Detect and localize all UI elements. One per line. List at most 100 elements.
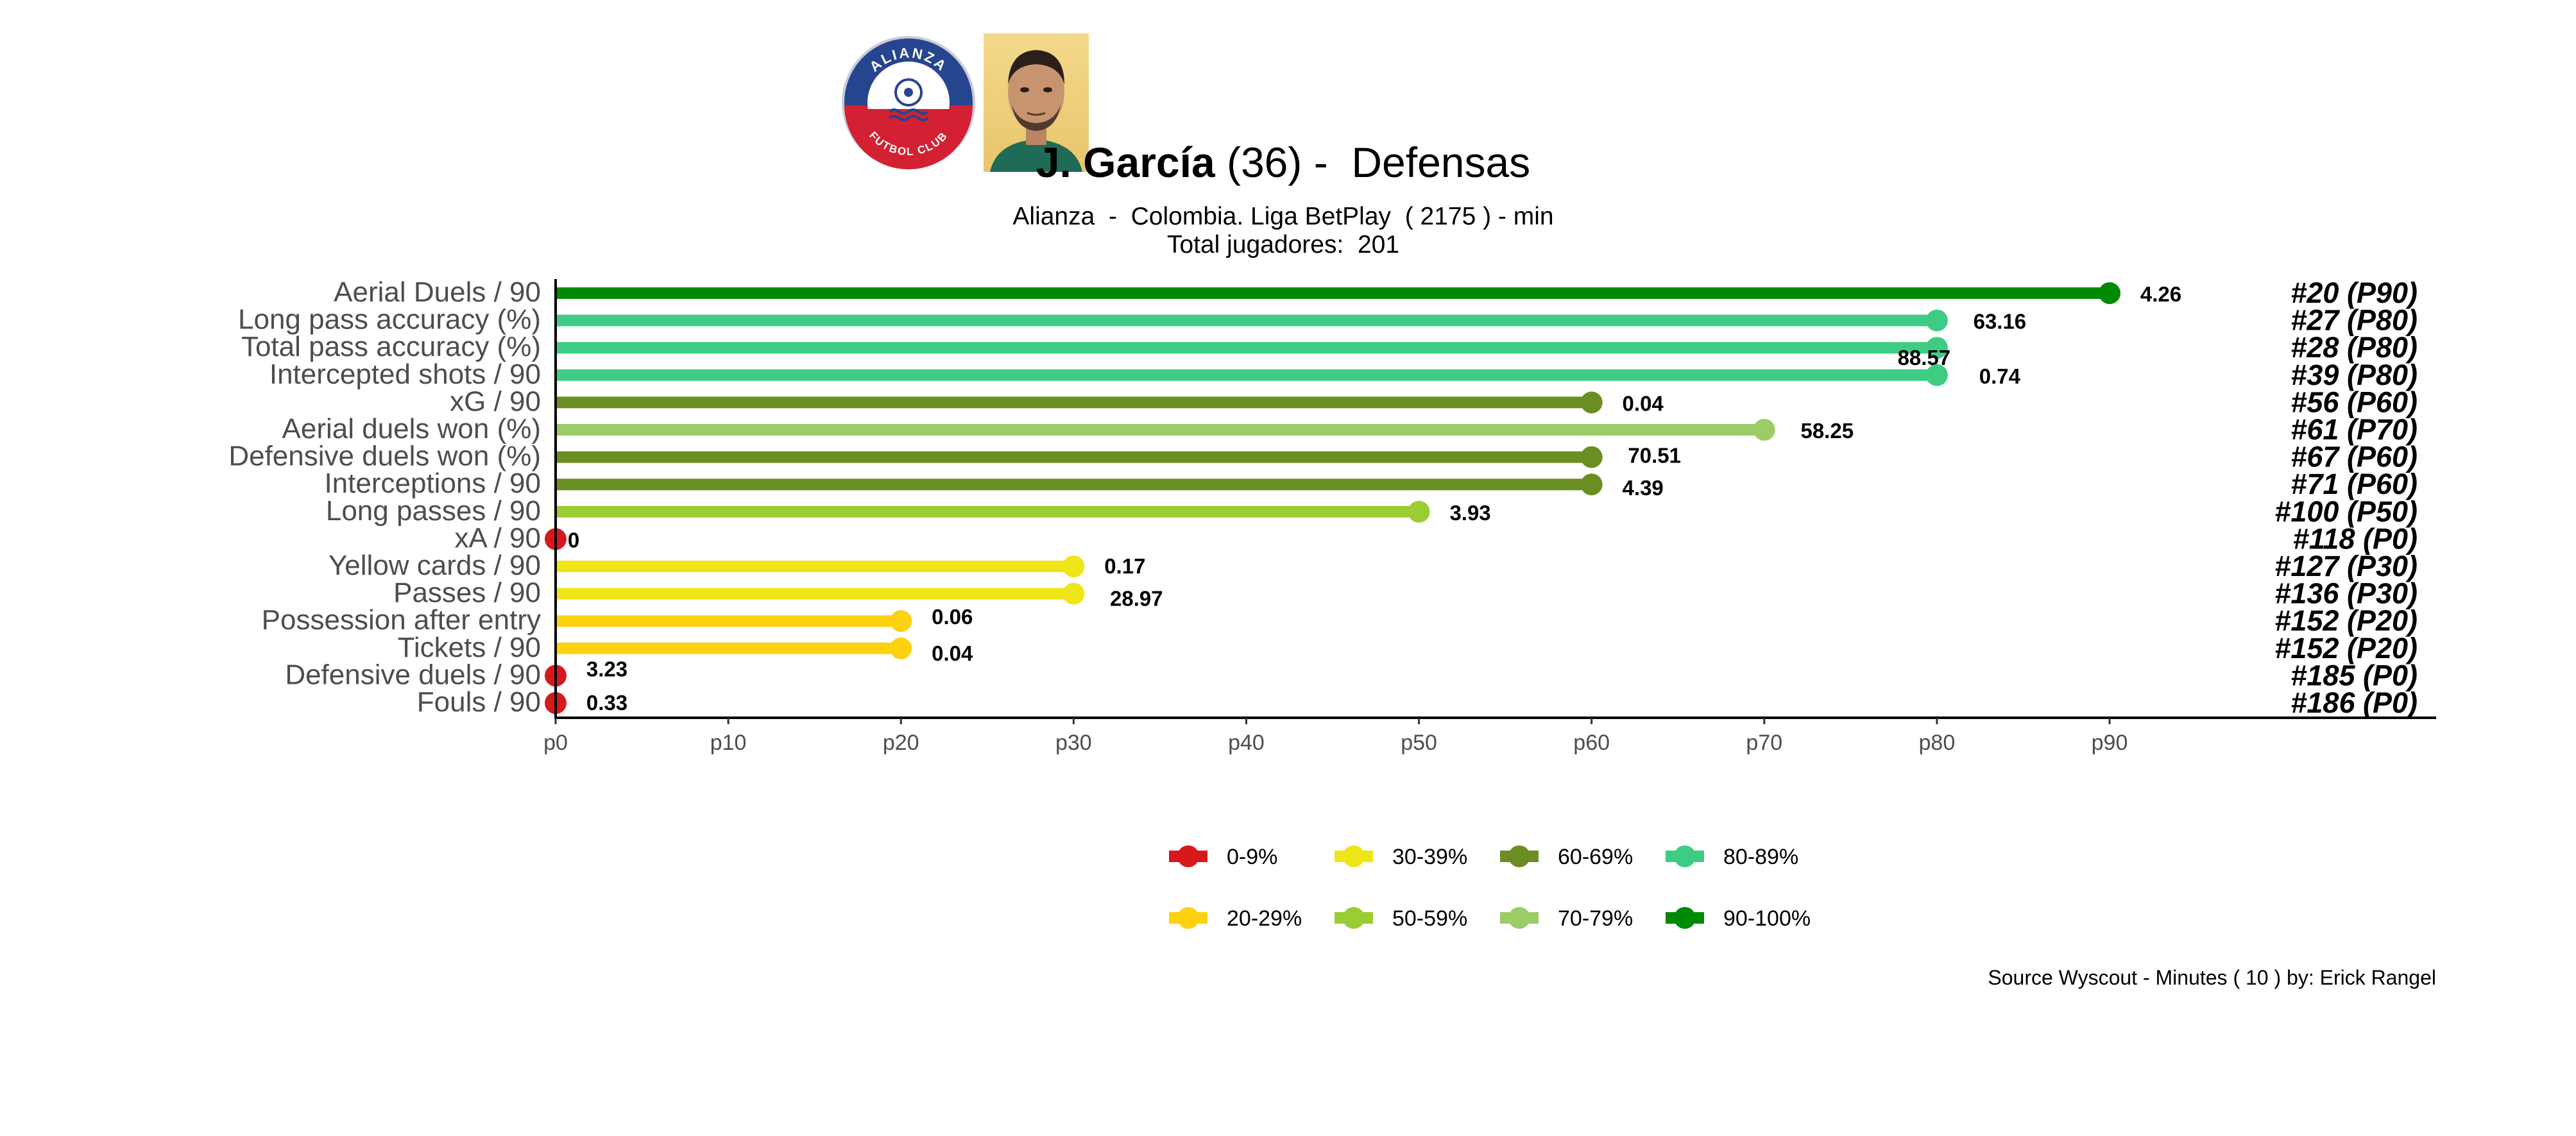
metric-row: Tickets / 90 0.04 #152 (P20) bbox=[398, 632, 2418, 665]
rank-label: #152 (P20) bbox=[2274, 604, 2418, 637]
x-tick-label: p60 bbox=[1573, 731, 1610, 755]
percentile-dot bbox=[1062, 582, 1085, 605]
club-crest-icon: ALIANZA FUTBOL CLUB bbox=[839, 33, 978, 172]
legend-label: 20-29% bbox=[1227, 906, 1302, 931]
x-tick-label: p80 bbox=[1919, 731, 1956, 755]
metric-label: xA / 90 bbox=[454, 522, 541, 554]
legend-swatch-dot bbox=[1508, 907, 1530, 929]
value-label: 0.04 bbox=[932, 641, 973, 665]
metric-label: Intercepted shots / 90 bbox=[269, 359, 541, 390]
rank-label: #100 (P50) bbox=[2274, 495, 2418, 528]
rank-label: #136 (P30) bbox=[2274, 577, 2418, 610]
value-label: 70.51 bbox=[1628, 444, 1681, 468]
metric-label: Yellow cards / 90 bbox=[328, 550, 541, 581]
x-tick-label: p50 bbox=[1401, 731, 1437, 755]
total-players-label: Total jugadores: 201 bbox=[1166, 231, 1400, 259]
percentile-dot bbox=[1925, 364, 1948, 386]
metric-label: Defensive duels / 90 bbox=[285, 659, 541, 690]
legend-swatch-dot bbox=[1343, 907, 1365, 929]
rank-label: #71 (P60) bbox=[2290, 468, 2418, 500]
rank-label: #27 (P80) bbox=[2290, 304, 2418, 337]
value-label: 0.04 bbox=[1623, 391, 1664, 415]
percentile-dot bbox=[1925, 337, 1948, 359]
legend-item: 70-79% bbox=[1500, 906, 1633, 931]
metric-label: Possession after entry bbox=[262, 604, 541, 636]
metric-row: Fouls / 90 0.33 #186 (P0) bbox=[417, 686, 2418, 719]
source-caption: Source Wyscout - Minutes ( 10 ) by: Eric… bbox=[1988, 966, 2436, 989]
percentile-dot bbox=[1753, 419, 1775, 441]
metric-label: Passes / 90 bbox=[393, 577, 541, 609]
metric-row: xG / 90 0.04 #56 (P60) bbox=[450, 386, 2418, 418]
x-tick-label: p20 bbox=[883, 731, 919, 755]
legend-label: 90-100% bbox=[1723, 906, 1811, 931]
metric-label: xG / 90 bbox=[450, 386, 541, 417]
legend-swatch-dot bbox=[1674, 907, 1696, 929]
metric-row: Long passes / 90 3.93 #100 (P50) bbox=[326, 495, 2418, 528]
value-label: 0.17 bbox=[1104, 554, 1145, 578]
value-label: 3.23 bbox=[586, 657, 627, 681]
rank-label: #39 (P80) bbox=[2290, 359, 2418, 391]
legend-label: 80-89% bbox=[1723, 845, 1798, 869]
rank-label: #186 (P0) bbox=[2290, 686, 2418, 719]
metric-row: Total pass accuracy (%) 88.57 #28 (P80) bbox=[241, 331, 2418, 369]
legend-item: 60-69% bbox=[1500, 845, 1633, 869]
percentile-dot bbox=[1062, 555, 1085, 577]
legend-swatch-dot bbox=[1177, 845, 1199, 867]
percentile-dot bbox=[1580, 446, 1603, 468]
rank-label: #61 (P70) bbox=[2290, 413, 2418, 446]
value-label: 63.16 bbox=[1974, 310, 2027, 334]
player-name: J. García bbox=[1036, 139, 1215, 186]
legend-label: 60-69% bbox=[1558, 845, 1633, 869]
legend-label: 0-9% bbox=[1227, 845, 1277, 869]
metric-label: Aerial duels won (%) bbox=[282, 413, 542, 445]
metric-row: Passes / 90 28.97 #136 (P30) bbox=[393, 577, 2418, 611]
legend-label: 50-59% bbox=[1392, 906, 1467, 931]
metric-label: Long pass accuracy (%) bbox=[238, 304, 541, 335]
percentile-dot bbox=[1925, 309, 1948, 332]
metric-row: Intercepted shots / 90 0.74 #39 (P80) bbox=[269, 359, 2418, 391]
rank-label: #185 (P0) bbox=[2290, 659, 2418, 691]
legend-item: 50-59% bbox=[1335, 906, 1467, 931]
x-tick-label: p40 bbox=[1228, 731, 1265, 755]
value-label: 0.33 bbox=[586, 691, 627, 715]
legend-item: 30-39% bbox=[1335, 845, 1467, 869]
legend-item: 90-100% bbox=[1666, 906, 1811, 931]
metric-row: xA / 90 0 #118 (P0) bbox=[454, 522, 2418, 555]
metric-label: Interceptions / 90 bbox=[324, 468, 541, 499]
legend-item: 80-89% bbox=[1666, 845, 1798, 869]
rank-label: #118 (P0) bbox=[2293, 522, 2418, 555]
value-label: 3.93 bbox=[1449, 501, 1490, 525]
legend-item: 0-9% bbox=[1169, 845, 1277, 869]
metric-row: Possession after entry 0.06 #152 (P20) bbox=[262, 604, 2418, 637]
x-tick-label: p0 bbox=[543, 731, 568, 755]
metric-label: Total pass accuracy (%) bbox=[241, 331, 541, 362]
percentile-dot bbox=[2099, 282, 2120, 304]
metric-row: Defensive duels won (%) 70.51 #67 (P60) bbox=[228, 441, 2418, 473]
x-tick-label: p30 bbox=[1055, 731, 1092, 755]
metric-label: Fouls / 90 bbox=[417, 686, 541, 718]
rank-label: #28 (P80) bbox=[2290, 331, 2418, 364]
metric-row: Interceptions / 90 4.39 #71 (P60) bbox=[324, 468, 2418, 500]
legend-swatch-dot bbox=[1177, 907, 1199, 929]
value-label: 0.06 bbox=[932, 605, 973, 629]
legend-swatch-dot bbox=[1343, 845, 1365, 867]
rank-label: #152 (P20) bbox=[2274, 632, 2418, 665]
rank-label: #20 (P90) bbox=[2290, 276, 2418, 309]
metric-label: Aerial Duels / 90 bbox=[334, 276, 541, 308]
x-tick-label: p70 bbox=[1746, 731, 1782, 755]
rank-label: #67 (P60) bbox=[2290, 441, 2418, 473]
value-label: 4.39 bbox=[1623, 476, 1664, 500]
value-label: 0.74 bbox=[1979, 364, 2021, 388]
percentile-dot bbox=[1580, 391, 1603, 414]
x-tick-label: p90 bbox=[2092, 731, 2128, 755]
metric-row: Defensive duels / 90 3.23 #185 (P0) bbox=[285, 657, 2418, 691]
value-label: 4.26 bbox=[2140, 282, 2181, 306]
metric-row: Aerial Duels / 90 4.26 #20 (P90) bbox=[334, 276, 2418, 309]
metric-row: Yellow cards / 90 0.17 #127 (P30) bbox=[328, 550, 2418, 582]
rank-label: #127 (P30) bbox=[2274, 550, 2418, 582]
legend-swatch-dot bbox=[1508, 845, 1530, 867]
legend-item: 20-29% bbox=[1169, 906, 1302, 931]
metric-row: Aerial duels won (%) 58.25 #61 (P70) bbox=[282, 413, 2418, 446]
